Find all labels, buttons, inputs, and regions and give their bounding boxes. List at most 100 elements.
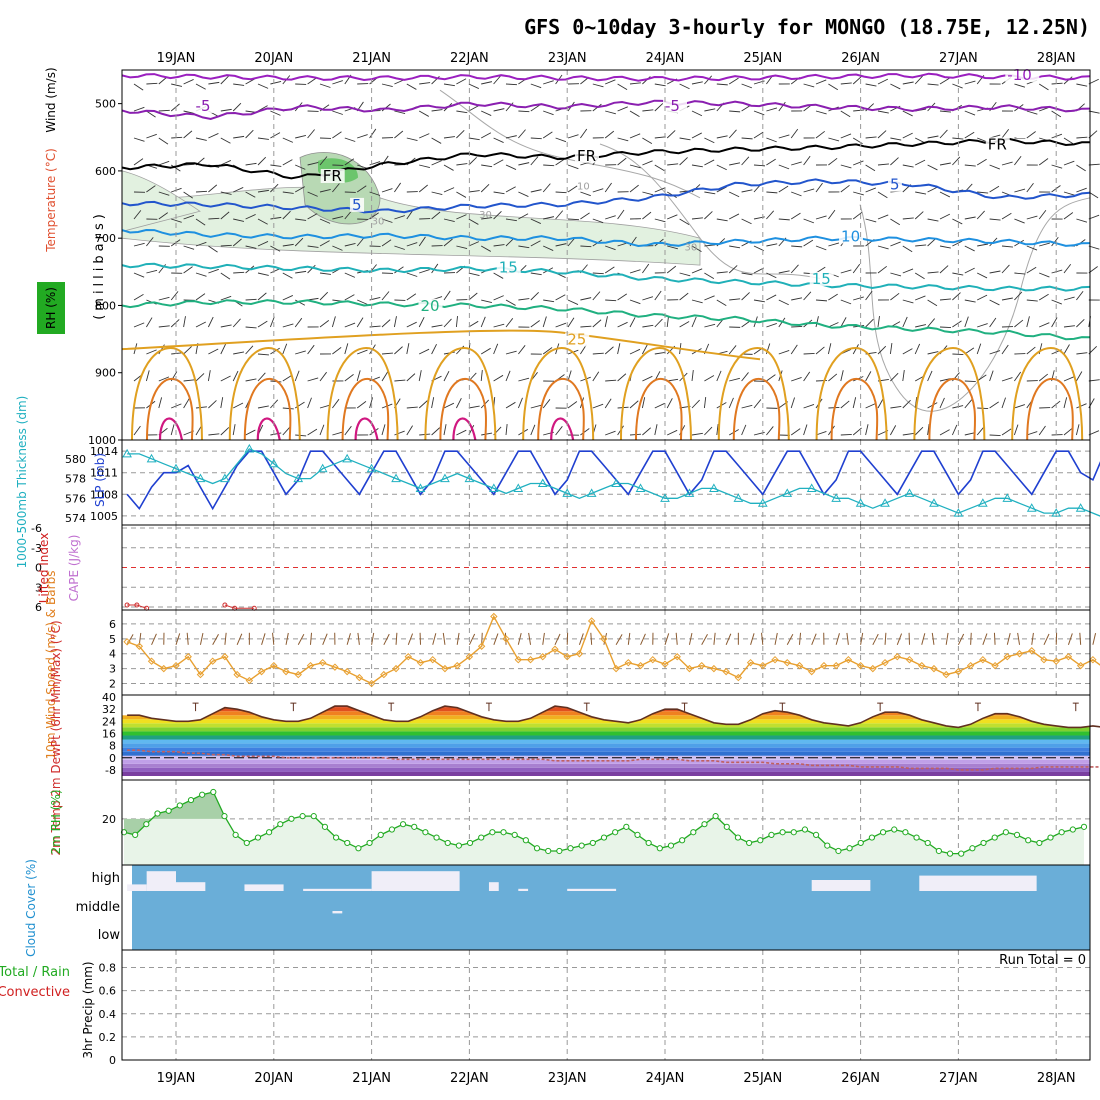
wind-barb: [319, 291, 329, 301]
wind-barb: [617, 209, 625, 220]
wind-barb: [195, 190, 208, 193]
thickness-point: [146, 453, 157, 463]
isotherm-hot: [243, 377, 292, 441]
temp-band: [122, 759, 1090, 764]
wind-speed-point: [844, 655, 853, 664]
wind-barb-10m: [442, 632, 446, 645]
rh-region-light: [121, 186, 701, 266]
wind-barb: [1063, 296, 1075, 301]
wind-barb: [704, 191, 716, 195]
wind-barb: [567, 134, 579, 139]
slp-tick: 1005: [90, 510, 118, 523]
wind-barb: [704, 375, 715, 382]
panel-frame: [121, 609, 1091, 696]
wind-barb: [642, 109, 654, 112]
rh-point: [958, 850, 965, 857]
rh-point: [1002, 829, 1009, 836]
wind-barb: [208, 268, 219, 274]
wind-barb: [877, 78, 889, 85]
cloud-high-bar: [244, 884, 284, 891]
wind-barb: [939, 429, 950, 436]
wind-barb: [877, 110, 889, 114]
rh-point: [980, 839, 987, 847]
wind-barb: [567, 164, 579, 170]
li-tick: 3: [35, 581, 42, 594]
wind-barb: [1088, 245, 1100, 250]
isotherm-hottest: [158, 417, 184, 441]
wind-barb: [729, 191, 740, 198]
wind-barb: [344, 294, 355, 301]
isotherm-warm: [326, 347, 399, 441]
wind-speed-point: [367, 679, 376, 688]
temp-band: [122, 735, 1090, 740]
wind-barb: [307, 191, 318, 197]
wind-barb: [146, 237, 154, 247]
wind-barb: [542, 183, 551, 193]
rh-point: [935, 847, 942, 855]
wind-barb: [1088, 110, 1100, 114]
wind-barb: [865, 290, 873, 301]
wind-barb: [914, 137, 926, 144]
thickness-point: [880, 498, 890, 507]
wind-barb: [679, 83, 690, 90]
panel-frame: [121, 949, 1091, 1061]
rh-point: [1058, 829, 1065, 836]
thickness-point: [709, 483, 719, 492]
wind-barb: [233, 187, 244, 193]
wind-barb-10m: [517, 633, 522, 645]
wind-barb: [518, 298, 530, 301]
wind-barb: [431, 343, 437, 355]
temp-band: [122, 771, 1090, 776]
wind-barb: [257, 292, 267, 301]
wind-barb: [146, 185, 156, 193]
wind-barb: [418, 400, 428, 409]
wind-barb: [468, 405, 480, 409]
wind-barb: [890, 406, 902, 409]
wind-barb: [753, 110, 765, 116]
wind-barb: [418, 236, 426, 247]
temp-tick: 8: [109, 740, 116, 753]
wind-barb: [418, 110, 429, 117]
temp-band: [122, 747, 1090, 752]
wind-barb: [232, 318, 241, 328]
wind-barb: [952, 292, 961, 301]
wind-speed-point: [783, 658, 791, 667]
wind-barb: [344, 322, 356, 328]
wind-barb: [1039, 322, 1050, 328]
wind-barb: [976, 272, 988, 279]
thickness-point: [391, 473, 401, 483]
wind-barb: [915, 244, 927, 247]
wind-barb: [257, 241, 269, 247]
rh-point: [221, 813, 228, 820]
wind-barb: [803, 218, 815, 224]
wind-barb: [555, 322, 567, 328]
wind-speed-point: [905, 655, 914, 664]
wind-barb: [257, 189, 269, 193]
date-label-top: 19JAN: [157, 51, 196, 66]
wind-barb: [877, 163, 889, 166]
wind-speed-point: [526, 655, 535, 664]
wind-barb-10m: [432, 633, 437, 645]
wind-barb: [654, 187, 666, 193]
wind-barb: [629, 110, 640, 117]
wind-barb: [617, 321, 628, 328]
isotherm-line: [121, 299, 1091, 341]
wind-barb: [1038, 293, 1049, 301]
temp2m-label: 2m Temp 2m DewPt (6hr Min/Max) (°C): [49, 620, 63, 855]
wind-barb: [629, 400, 639, 409]
wind-barb-10m: [1079, 632, 1082, 645]
wind-barb: [704, 272, 715, 279]
isotherm-hot: [537, 377, 585, 441]
wind-barb: [542, 347, 553, 355]
temp-tick: 0: [109, 752, 116, 765]
wind-barb: [493, 191, 505, 195]
wind-barb-10m: [846, 632, 849, 645]
wind-barb: [257, 353, 269, 356]
wind-barb: [207, 370, 211, 382]
wind-barb: [232, 238, 242, 247]
wind-barb: [183, 110, 195, 114]
wind-barb-10m: [627, 632, 631, 645]
wind-barb: [282, 243, 294, 247]
rh-point: [444, 839, 451, 847]
thickness-point: [953, 508, 964, 517]
